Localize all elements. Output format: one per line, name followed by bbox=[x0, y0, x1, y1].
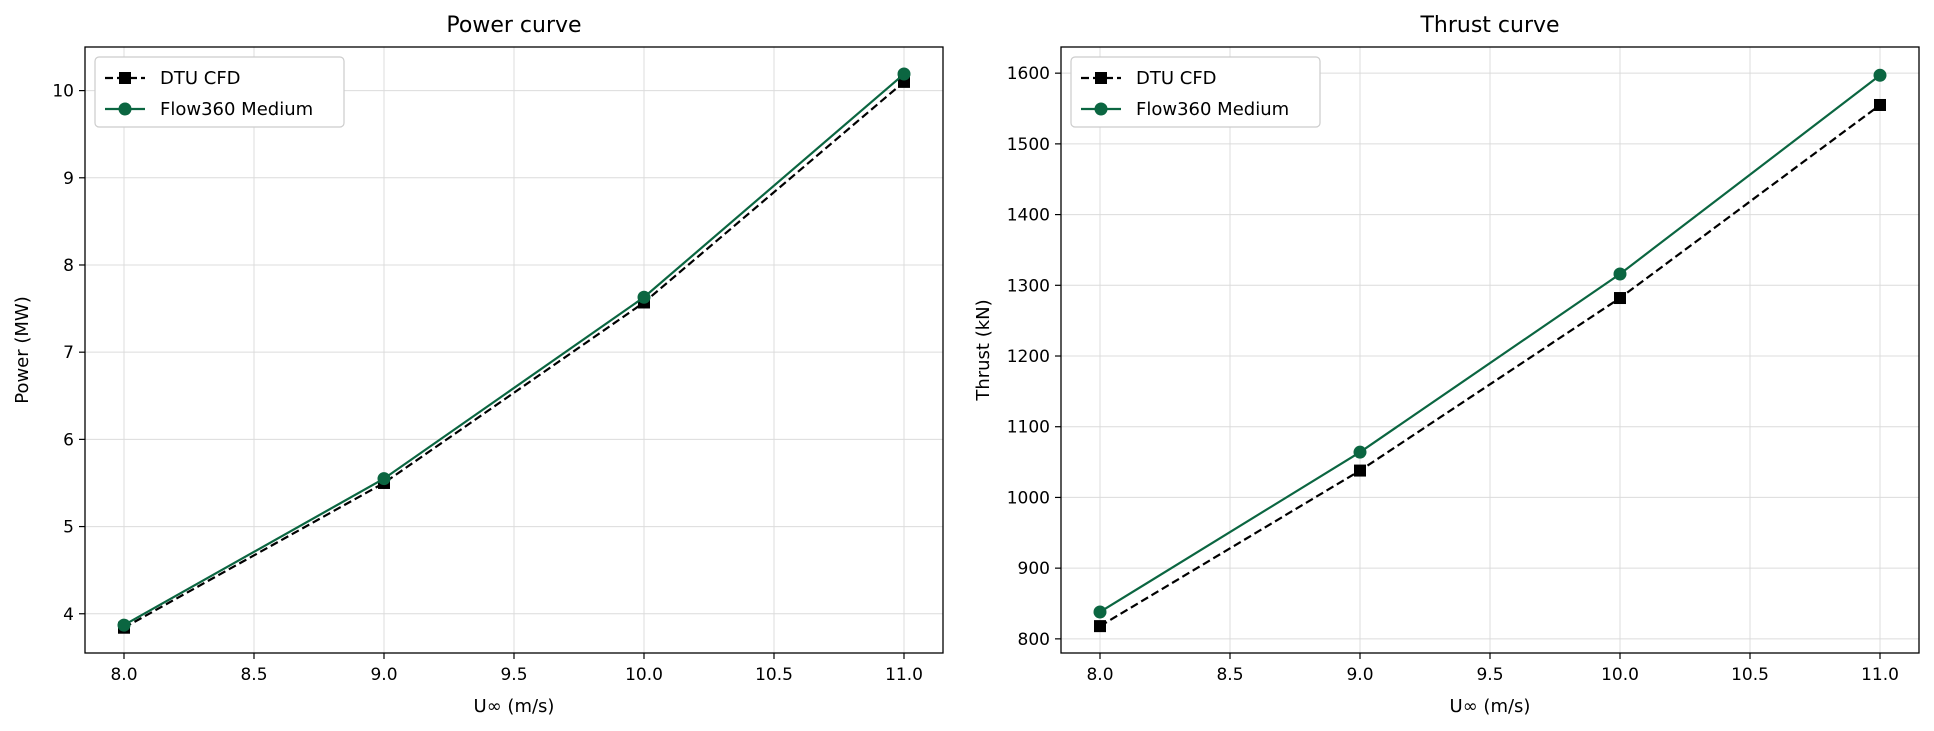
legend-box bbox=[94, 56, 345, 128]
y-axis-label: Thrust (kN) bbox=[973, 299, 994, 401]
series-line bbox=[123, 81, 905, 629]
x-tick-label: 9.5 bbox=[1476, 665, 1503, 685]
data-point-square bbox=[1874, 98, 1886, 111]
y-tick-label: 6 bbox=[63, 430, 74, 450]
data-point-circle bbox=[637, 290, 651, 304]
y-axis-label: Power (MW) bbox=[12, 296, 33, 404]
x-tick-label: 9.0 bbox=[1346, 665, 1373, 685]
data-point-square bbox=[1354, 464, 1366, 477]
y-tick-label: 7 bbox=[63, 343, 74, 363]
series-line bbox=[1099, 74, 1881, 613]
x-tick-label: 9.0 bbox=[370, 665, 397, 685]
x-tick-label: 8.5 bbox=[1216, 665, 1243, 685]
legend: DTU CFD Flow360 Medium bbox=[1070, 56, 1321, 128]
legend-label: DTU CFD bbox=[1136, 68, 1217, 89]
data-point-circle bbox=[1353, 445, 1367, 459]
y-tick-label: 1400 bbox=[1007, 206, 1050, 226]
x-axis-label: U∞ (m/s) bbox=[474, 696, 555, 717]
legend-label: Flow360 Medium bbox=[1136, 99, 1289, 120]
chart-title: Thrust curve bbox=[1419, 13, 1559, 38]
data-point-square bbox=[1094, 620, 1106, 633]
x-tick-label: 10.5 bbox=[755, 665, 793, 685]
y-tick-label: 8 bbox=[63, 256, 74, 276]
data-point-circle bbox=[117, 618, 131, 632]
legend-label: Flow360 Medium bbox=[160, 99, 313, 120]
data-point-circle bbox=[1613, 267, 1627, 281]
y-tick-label: 4 bbox=[63, 605, 74, 625]
y-tick-label: 1200 bbox=[1007, 347, 1050, 367]
legend-label: DTU CFD bbox=[160, 68, 241, 89]
x-tick-label: 10.0 bbox=[1601, 665, 1639, 685]
legend-box bbox=[1070, 56, 1321, 128]
y-tick-label: 1500 bbox=[1007, 135, 1050, 155]
y-tick-label: 9 bbox=[63, 169, 74, 189]
y-tick-label: 1600 bbox=[1007, 64, 1050, 84]
chart-title: Power curve bbox=[446, 13, 581, 38]
x-tick-label: 10.0 bbox=[625, 665, 663, 685]
y-tick-label: 10 bbox=[52, 82, 74, 102]
y-tick-label: 800 bbox=[1018, 630, 1050, 650]
y-tick-label: 5 bbox=[63, 518, 74, 538]
data-point-circle bbox=[377, 472, 391, 486]
legend-marker-square bbox=[119, 72, 131, 84]
legend: DTU CFD Flow360 Medium bbox=[94, 56, 345, 128]
legend-marker-square bbox=[1095, 72, 1107, 84]
x-tick-label: 10.5 bbox=[1731, 665, 1769, 685]
x-tick-label: 11.0 bbox=[885, 665, 923, 685]
x-tick-label: 8.5 bbox=[240, 665, 267, 685]
series-line bbox=[123, 73, 905, 627]
x-tick-label: 8.0 bbox=[1086, 665, 1113, 685]
chart-panel-2: 8.0 8.5 9.0 9.5 10.0 10.5 11.0 800 900 1000 1100 12… bbox=[973, 13, 1920, 717]
y-tick-label: 1100 bbox=[1007, 418, 1050, 438]
data-point-square bbox=[1614, 292, 1626, 305]
y-tick-label: 1000 bbox=[1007, 488, 1050, 508]
y-tick-label: 1300 bbox=[1007, 276, 1050, 296]
x-axis-label: U∞ (m/s) bbox=[1450, 696, 1531, 717]
x-tick-label: 8.0 bbox=[110, 665, 137, 685]
chart-panel-1: 8.0 8.5 9.0 9.5 10.0 10.5 11.0 4 5 6 7 8 9 10 Power cu… bbox=[12, 13, 944, 717]
x-tick-label: 11.0 bbox=[1861, 665, 1899, 685]
series-line bbox=[1099, 104, 1881, 628]
legend-marker-circle bbox=[118, 102, 132, 116]
plot-frame bbox=[1060, 46, 1920, 654]
legend-marker-circle bbox=[1094, 102, 1108, 116]
data-point-circle bbox=[1873, 68, 1887, 82]
plot-frame bbox=[84, 46, 944, 654]
y-tick-label: 900 bbox=[1018, 559, 1050, 579]
data-point-circle bbox=[1093, 605, 1107, 619]
x-tick-label: 9.5 bbox=[500, 665, 527, 685]
data-point-circle bbox=[897, 67, 911, 81]
